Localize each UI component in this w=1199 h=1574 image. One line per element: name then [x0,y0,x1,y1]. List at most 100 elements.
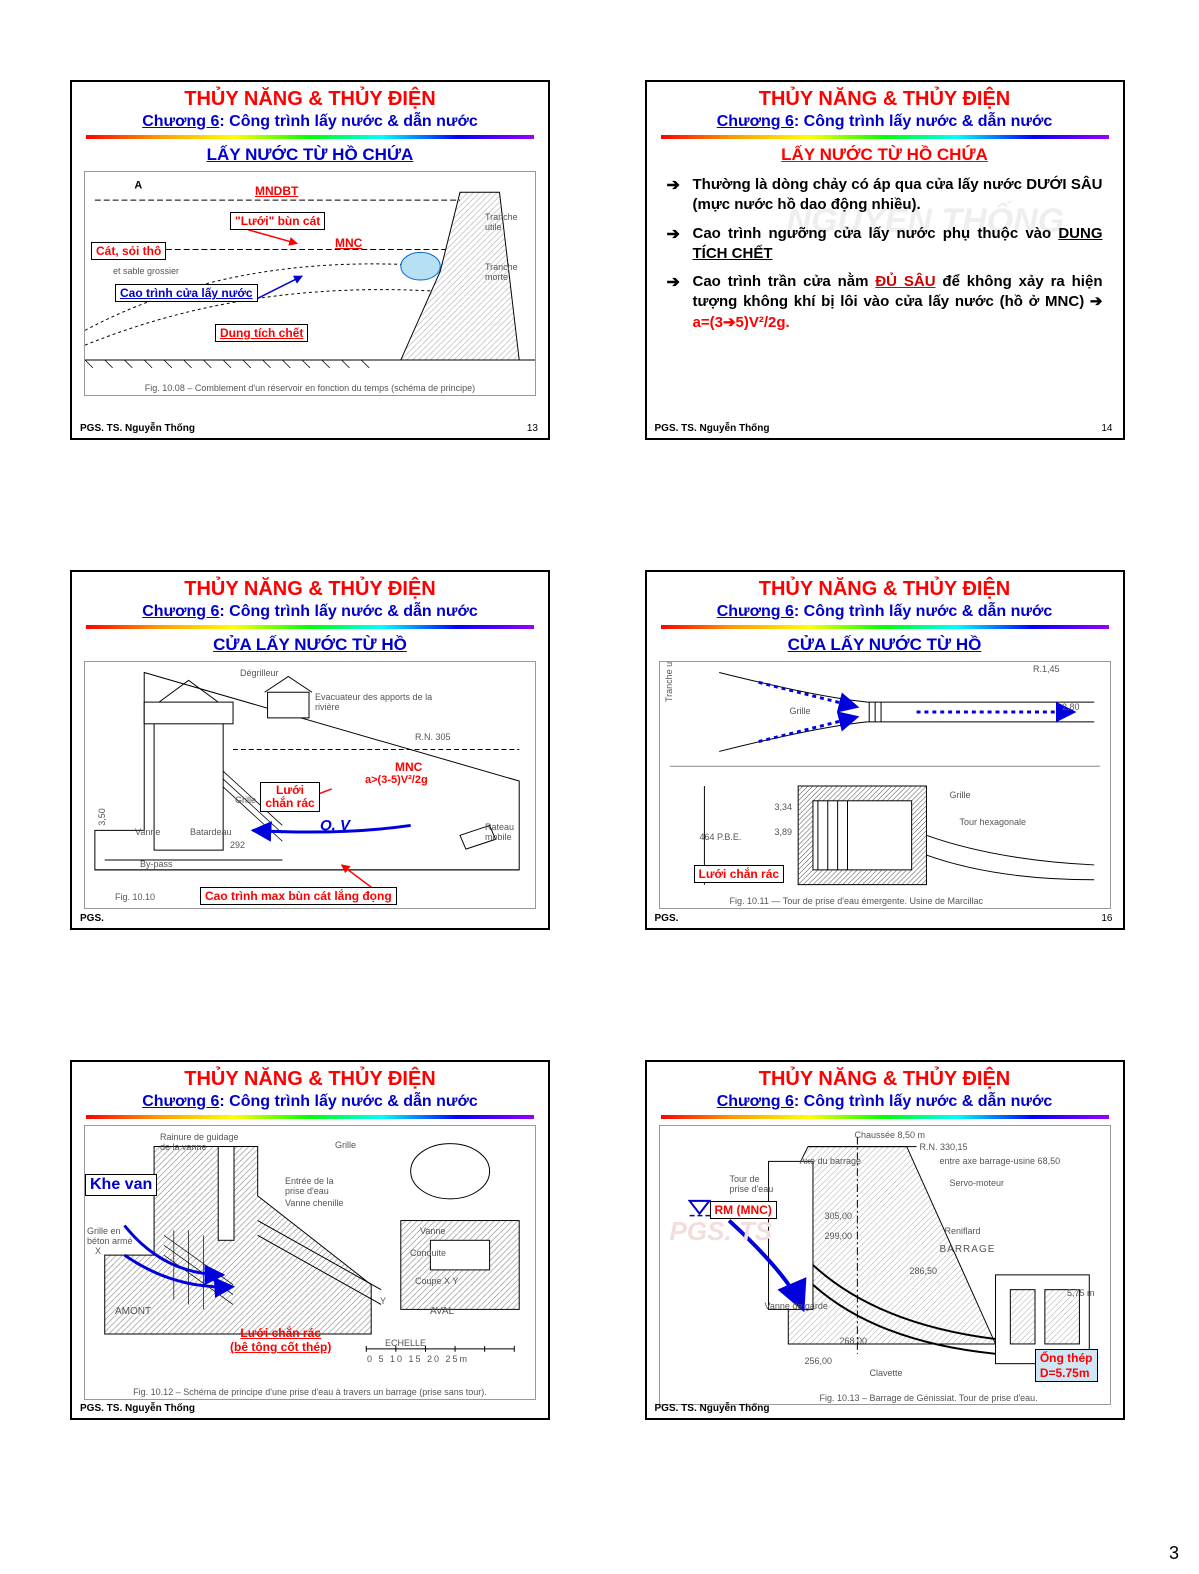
label-grille: Grille [335,1140,356,1150]
bullet-3: Cao trình trần cửa nằm ĐỦ SÂU để không x… [667,268,1103,337]
diagram-genissiat: PGS. TS Chaussée 8,50 m R.N. 330,15 Axe … [659,1125,1111,1405]
label-tour: Tour hexagonale [960,817,1027,827]
label-d575: 5,75 m [1067,1288,1095,1298]
label-r145: R.1,45 [1033,664,1060,674]
label-reniflard: Reniflard [945,1226,981,1236]
svg-text:A: A [134,179,142,191]
label-268: 268,00 [840,1336,868,1346]
label-barrage: BARRAGE [940,1244,996,1255]
label-degrilleur: Dégrilleur [240,668,279,678]
label-mnc: MNC [335,236,362,250]
label-bypass: By-pass [140,859,173,869]
fig-caption: Fig. 10.13 – Barrage de Génissiat. Tour … [820,1393,1110,1403]
label-entree: Entrée de la prise d'eau [285,1176,355,1196]
label-rn: R.N. 305 [415,732,451,742]
label-chaussee: Chaussée 8,50 m [855,1130,926,1140]
bullet-2: Cao trình ngưỡng cửa lấy nước phụ thuộc … [667,220,1103,269]
label-qv: Q, V [320,817,350,834]
slide-14: THỦY NĂNG & THỦY ĐIỆN Chương 6: Công trì… [645,80,1125,440]
slide-footer: PGS. TS. Nguyễn Thống [655,1403,770,1414]
slide-page: 14 [1101,423,1112,434]
fig-caption: Fig. 10.12 – Schéma de principe d'une pr… [85,1387,535,1397]
rainbow-divider [86,135,534,139]
diagram-reservoir: A MNDBT "Lưới" bùn cát MNC Cát, sỏi thô … [84,171,536,396]
label-vanne: Vanne [420,1226,445,1236]
label-350: 3,50 [97,808,107,826]
label-vanneg: Vanne de garde [765,1301,828,1311]
document-page-number: 3 [1169,1543,1179,1564]
label-fig: Fig. 10.10 [115,892,155,902]
section-title: LẤY NƯỚC TỪ HỒ CHỨA [647,145,1123,165]
label-389: 3,89 [775,827,793,837]
label-clavette: Clavette [870,1368,903,1378]
label-vannec: Vanne chenille [285,1198,343,1208]
slide-title: THỦY NĂNG & THỦY ĐIỆN [72,82,548,111]
slide-title: THỦY NĂNG & THỦY ĐIỆN [647,1062,1123,1091]
label-grille: Grille [235,795,256,805]
diagram-cross-section: Rainure de guidage de la vanne Grille Kh… [84,1125,536,1400]
label-299: 299,00 [825,1231,853,1241]
slide-subtitle: Chương 6: Công trình lấy nước & dẫn nước [72,601,548,625]
section-title: CỬA LẤY NƯỚC TỪ HỒ [647,635,1123,655]
bullet-1: Thường là dòng chảy có áp qua cửa lấy nư… [667,171,1103,220]
label-luoi: Lưới chắn rác(bê tông cốt thép) [230,1326,331,1354]
slide-title: THỦY NĂNG & THỦY ĐIỆN [72,1062,548,1091]
label-servo: Servo-moteur [950,1178,1005,1188]
section-title: LẤY NƯỚC TỪ HỒ CHỨA [72,145,548,165]
label-aval: AVAL [430,1306,454,1317]
label-256: 256,00 [805,1356,833,1366]
label-amont: AMONT [115,1306,151,1317]
slide-title: THỦY NĂNG & THỦY ĐIỆN [647,572,1123,601]
slide-footer: PGS. TS. Nguyễn Thống [80,423,195,434]
slide-subtitle: Chương 6: Công trình lấy nước & dẫn nước [72,1091,548,1115]
label-luoirac: Lưới chắn rác [694,865,785,883]
label-292: 292 [230,840,245,850]
label-sable: et sable grossier [113,266,179,276]
label-dung: Dung tích chết [215,324,308,342]
slide-page: 13 [527,423,538,434]
slide-15: THỦY NĂNG & THỦY ĐIỆN Chương 6: Công trì… [70,570,550,930]
label-cat: Cát, sỏi thô [91,242,166,260]
slide-footer: PGS. TS. Nguyễn Thống [655,423,770,434]
label-batardeau: Batardeau [190,827,232,837]
label-cao: Cao trình cửa lấy nước [115,284,258,302]
slide-page: 16 [1101,913,1112,924]
label-280: 2,80 [1062,702,1080,712]
label-ongthep: Ống thépD=5.75m [1035,1349,1098,1382]
slide-subtitle: Chương 6: Công trình lấy nước & dẫn nước [72,111,548,135]
section-title: CỬA LẤY NƯỚC TỪ HỒ [72,635,548,655]
slide-18: THỦY NĂNG & THỦY ĐIỆN Chương 6: Công trì… [645,1060,1125,1420]
label-mndbt: MNDBT [255,184,298,198]
slide-subtitle: Chương 6: Công trình lấy nước & dẫn nước [647,601,1123,625]
label-vanne: Vanne [135,827,160,837]
slide-footer: PGS. [80,913,104,924]
label-scale: 0 5 10 15 20 25m [367,1354,469,1364]
slide-13: THỦY NĂNG & THỦY ĐIỆN Chương 6: Công trì… [70,80,550,440]
label-464: 464 P.B.E. [700,832,742,842]
rainbow-divider [661,1115,1109,1119]
slide-subtitle: Chương 6: Công trình lấy nước & dẫn nước [647,1091,1123,1115]
slide-16: THỦY NĂNG & THỦY ĐIỆN Chương 6: Công trì… [645,570,1125,930]
label-rm: RM (MNC) [710,1201,777,1219]
rainbow-divider [661,135,1109,139]
label-tranche-utile: Tranche utile [485,212,529,232]
fig-caption: Fig. 10.11 — Tour de prise d'eau émergen… [730,896,1110,906]
rainbow-divider [86,1115,534,1119]
diagram-tower: R.1,45 Grille 2,80 Tranche utilisable 28… [659,661,1111,909]
label-rn: R.N. 330,15 [920,1142,968,1152]
label-echelle: ECHELLE [385,1338,426,1348]
slide-title: THỦY NĂNG & THỦY ĐIỆN [72,572,548,601]
label-luoirac: Lưới chắn rác [260,782,320,812]
slide-footer: PGS. TS. Nguyễn Thống [80,1403,195,1414]
bullet-list: Thường là dòng chảy có áp qua cửa lấy nư… [647,171,1123,337]
fig-caption: Fig. 10.08 – Comblement d'un réservoir e… [85,383,535,393]
label-tranche: Tranche utilisable 28,00 [664,661,674,702]
label-formula: a>(3-5)V²/2g [365,774,428,786]
label-28650: 286,50 [910,1266,938,1276]
slide-title: THỦY NĂNG & THỦY ĐIỆN [647,82,1123,111]
label-mnc: MNC [395,760,422,774]
label-rateau: Rateau mobile [485,822,525,842]
label-tourprise: Tour de prise d'eau [730,1174,780,1194]
label-y: Y [380,1296,386,1306]
label-305: 305,00 [825,1211,853,1221]
